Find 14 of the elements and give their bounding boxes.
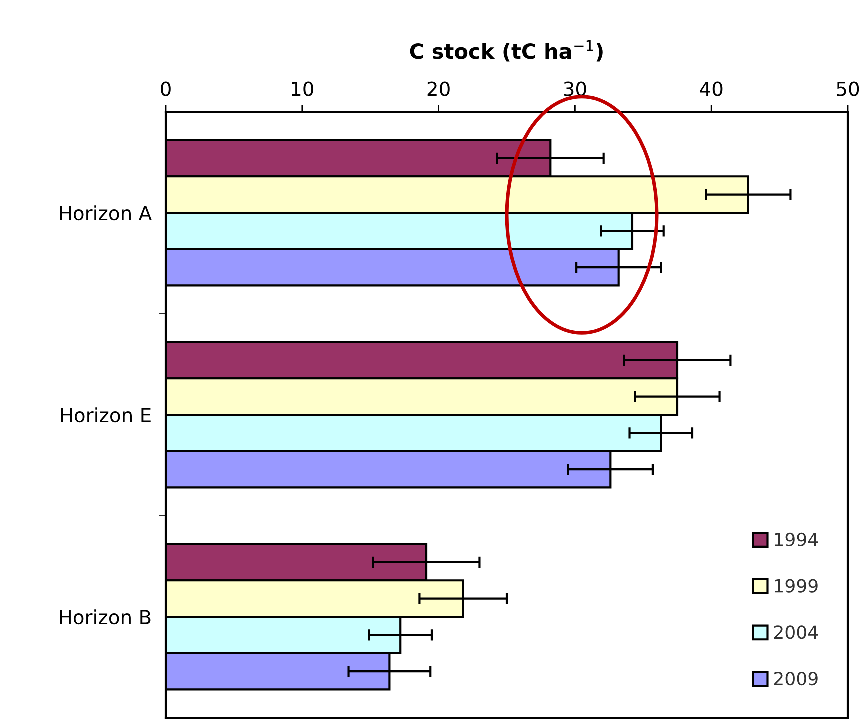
y-tick-label: Horizon E: [61, 408, 151, 423]
legend-label: 1999: [775, 579, 818, 593]
x-tick-label: 50: [837, 82, 860, 96]
legend-label: 1994: [775, 532, 818, 547]
x-tick-label: 30: [564, 82, 586, 96]
x-tick-label: 0: [161, 82, 171, 96]
y-tick-label: Horizon A: [60, 206, 152, 221]
x-axis-title: C stock (tC ha$^{−1}$): [410, 40, 603, 62]
x-tick-label: 20: [428, 82, 450, 96]
x-tick-label: 10: [292, 82, 314, 96]
x-tick-label: 40: [700, 82, 723, 96]
legend-label: 2009: [774, 672, 818, 686]
y-tick-label: Horizon B: [60, 610, 151, 625]
legend-label: 2004: [774, 626, 818, 640]
